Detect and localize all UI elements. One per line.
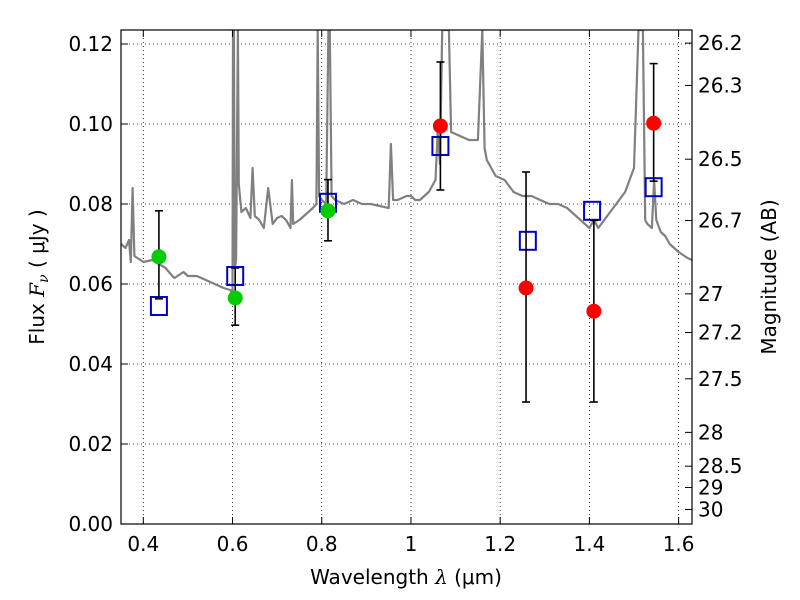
x-tick-label: 1.2 [484, 532, 516, 556]
y-tick-label: 0.12 [68, 32, 113, 56]
x-tick-label: 0.8 [306, 532, 338, 556]
mag-tick-label: 26.5 [698, 147, 743, 171]
mag-tick-label: 26.2 [698, 31, 743, 55]
mag-tick-label: 27 [698, 282, 723, 306]
x-tick-label: 0.6 [217, 532, 249, 556]
mag-tick-label: 27.2 [698, 321, 743, 345]
model-photometry-marker [518, 230, 537, 251]
y-tick-label: 0.00 [68, 512, 113, 536]
mag-tick-label: 28 [698, 420, 723, 444]
x-tick-label: 1.6 [663, 532, 695, 556]
mag-tick-label: 29 [698, 476, 723, 500]
x-tick-label: 1 [405, 532, 418, 556]
y-axis-label: Flux Fν ( μJy ) [25, 209, 52, 344]
x-tick-label: 1.4 [573, 532, 605, 556]
plot-frame [120, 29, 693, 525]
y-tick-label: 0.06 [68, 272, 113, 296]
plot-background [121, 30, 692, 524]
y-tick-label: 0.08 [68, 192, 113, 216]
y-tick-label: 0.10 [68, 112, 113, 136]
x-axis-label: Wavelength λ (μm) [310, 565, 502, 589]
mag-tick-label: 27.5 [698, 367, 743, 391]
y-tick-label: 0.04 [68, 352, 113, 376]
y-tick-label: 0.02 [68, 432, 113, 456]
x-tick-label: 0.4 [127, 532, 159, 556]
observed-point-green [320, 203, 336, 219]
points-layer [149, 61, 663, 403]
observed-point-red [586, 303, 602, 319]
mag-tick-label: 26.3 [698, 73, 743, 97]
observed-point-green [227, 290, 243, 306]
ticks: 0.4 0.6 0.8 1 1.2 1.4 1.6 0.00 0.02 0.04 0.06 0.08 0… [68, 30, 743, 556]
observed-point-green [151, 249, 167, 265]
mag-tick-label: 30 [698, 497, 723, 521]
y2-axis-label: Magnitude (AB) [757, 199, 781, 354]
observed-point-red [432, 118, 448, 134]
observed-point-red [518, 280, 534, 296]
mag-tick-label: 28.5 [698, 454, 743, 478]
mag-tick-label: 26.7 [698, 209, 743, 233]
observed-point-red [646, 115, 662, 131]
